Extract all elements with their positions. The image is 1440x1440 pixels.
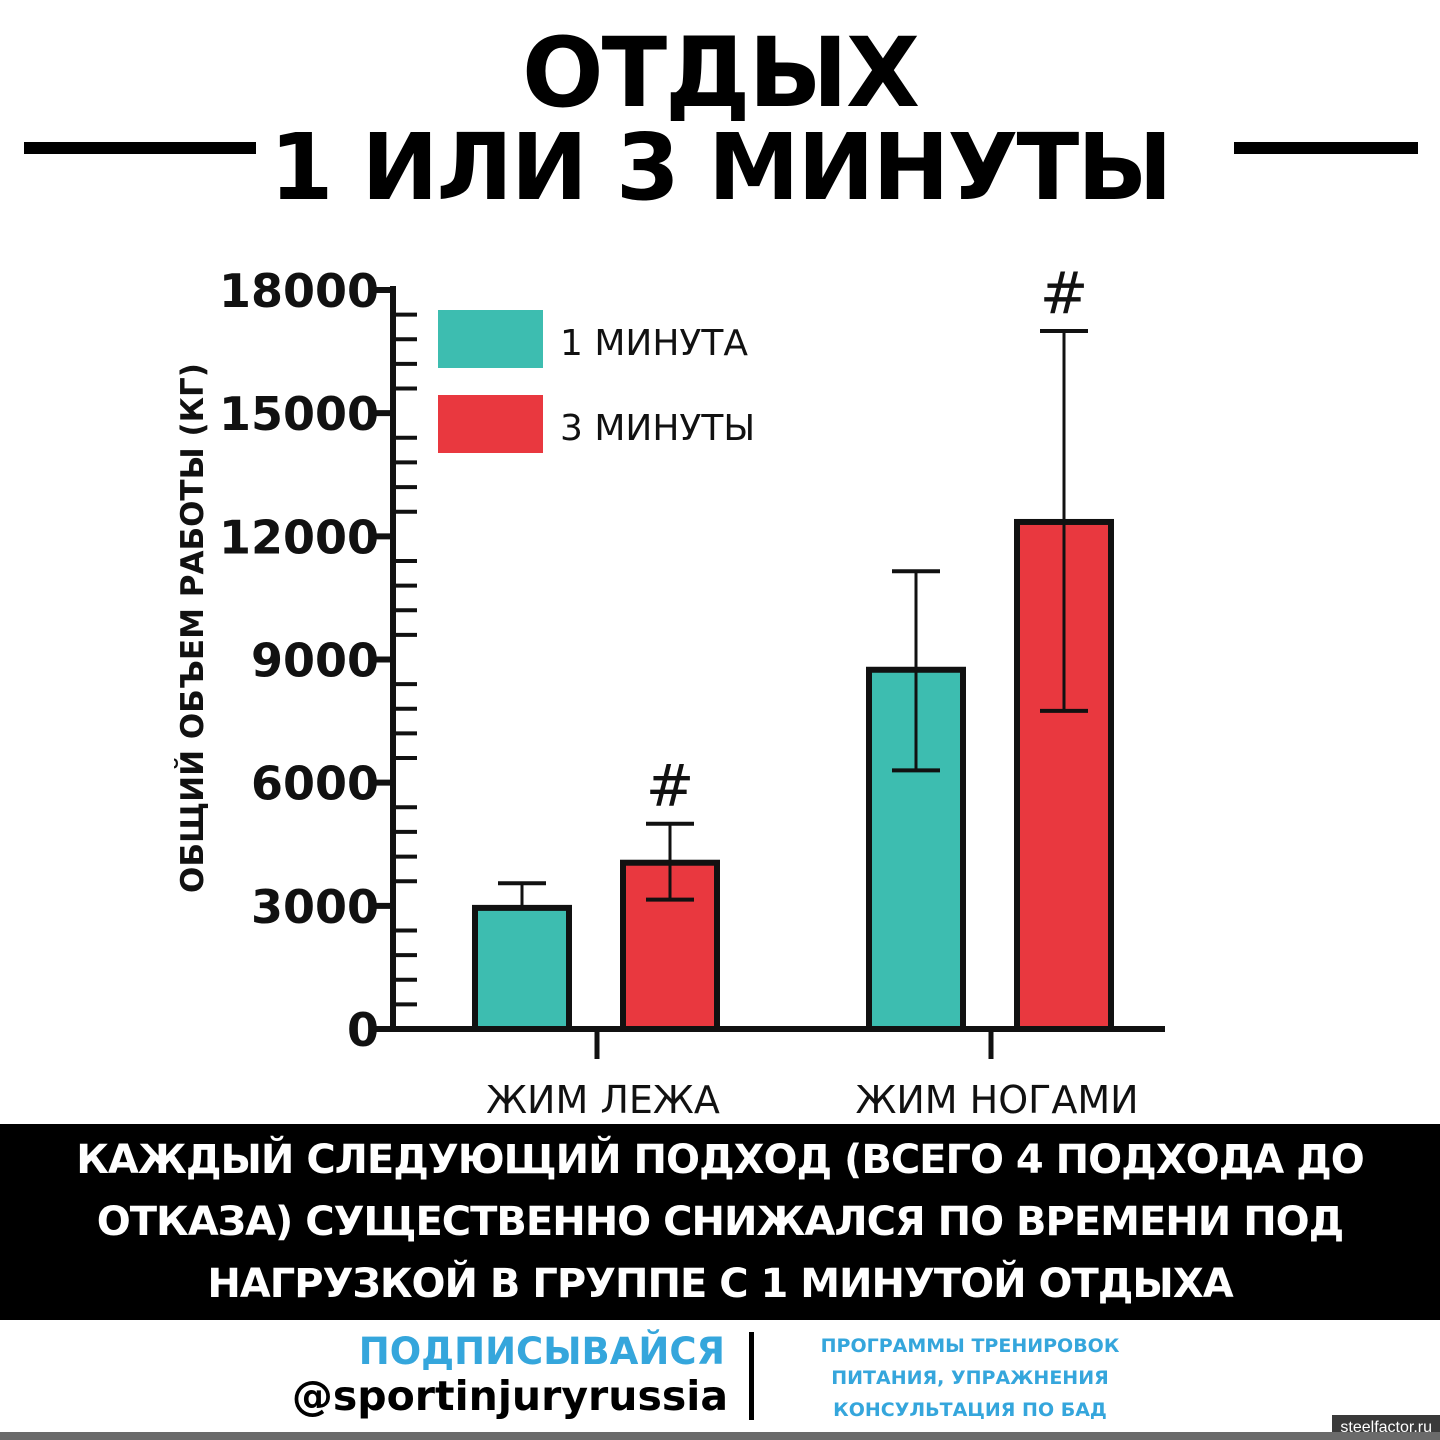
y-tick-label: 18000 bbox=[219, 264, 379, 318]
significance-mark: # bbox=[646, 752, 695, 820]
footer-divider bbox=[749, 1332, 754, 1420]
y-tick-label: 6000 bbox=[251, 757, 379, 811]
banner-line-2: ОТКАЗА) СУЩЕСТВЕННО СНИЖАЛСЯ ПО ВРЕМЕНИ … bbox=[96, 1199, 1345, 1245]
x-axis: ЖИМ ЛЕЖА ЖИМ НОГАМИ bbox=[393, 1026, 1165, 1120]
x-category-label: ЖИМ НОГАМИ bbox=[855, 1078, 1138, 1120]
significance-mark: # bbox=[1040, 259, 1089, 327]
legend-swatch bbox=[438, 395, 543, 453]
y-axis-label: ОБЩИЙ ОБЪЕМ РАБОТЫ (КГ) bbox=[175, 363, 211, 893]
services-line-2: ПИТАНИЯ, УПРАЖНЕНИЯ bbox=[831, 1367, 1109, 1389]
banner-line-1: КАЖДЫЙ СЛЕДУЮЩИЙ ПОДХОД (ВСЕГО 4 ПОДХОДА… bbox=[76, 1137, 1365, 1183]
page-title-line-1: ОТДЫХ bbox=[521, 17, 920, 129]
bars: ## bbox=[472, 259, 1114, 1032]
legend: 1 МИНУТА 3 МИНУТЫ bbox=[438, 310, 755, 453]
y-axis: 0 3000 6000 9000 12000 15000 18000 bbox=[219, 264, 417, 1057]
title-rule-right bbox=[1234, 142, 1418, 154]
bar bbox=[472, 904, 572, 1032]
y-tick-label: 12000 bbox=[219, 510, 379, 564]
y-tick-label: 15000 bbox=[219, 387, 379, 441]
page-title-line-2: 1 ИЛИ 3 МИНУТЫ bbox=[269, 114, 1172, 221]
services-line-3: КОНСУЛЬТАЦИЯ ПО БАД bbox=[833, 1399, 1107, 1421]
y-tick-label: 0 bbox=[347, 1003, 379, 1057]
bottom-strip bbox=[0, 1432, 1440, 1440]
legend-label: 1 МИНУТА bbox=[560, 323, 748, 364]
legend-swatch bbox=[438, 310, 543, 368]
subscribe-label: ПОДПИСЫВАЙСЯ bbox=[358, 1330, 725, 1373]
account-handle: @sportinjuryrussia bbox=[291, 1372, 728, 1420]
title-rule-left bbox=[24, 142, 256, 154]
banner-line-3: НАГРУЗКОЙ В ГРУППЕ С 1 МИНУТОЙ ОТДЫХА bbox=[207, 1261, 1233, 1307]
y-tick-label: 9000 bbox=[251, 634, 379, 688]
x-category-label: ЖИМ ЛЕЖА bbox=[486, 1078, 720, 1120]
y-tick-label: 3000 bbox=[251, 880, 379, 934]
services-line-1: ПРОГРАММЫ ТРЕНИРОВОК bbox=[820, 1335, 1120, 1357]
footer: ПОДПИСЫВАЙСЯ @sportinjuryrussia ПРОГРАММ… bbox=[0, 1320, 1440, 1440]
finding-banner: КАЖДЫЙ СЛЕДУЮЩИЙ ПОДХОД (ВСЕГО 4 ПОДХОДА… bbox=[0, 1124, 1440, 1320]
legend-label: 3 МИНУТЫ bbox=[560, 408, 755, 449]
services-list: ПРОГРАММЫ ТРЕНИРОВОК ПИТАНИЯ, УПРАЖНЕНИЯ… bbox=[790, 1330, 1150, 1426]
